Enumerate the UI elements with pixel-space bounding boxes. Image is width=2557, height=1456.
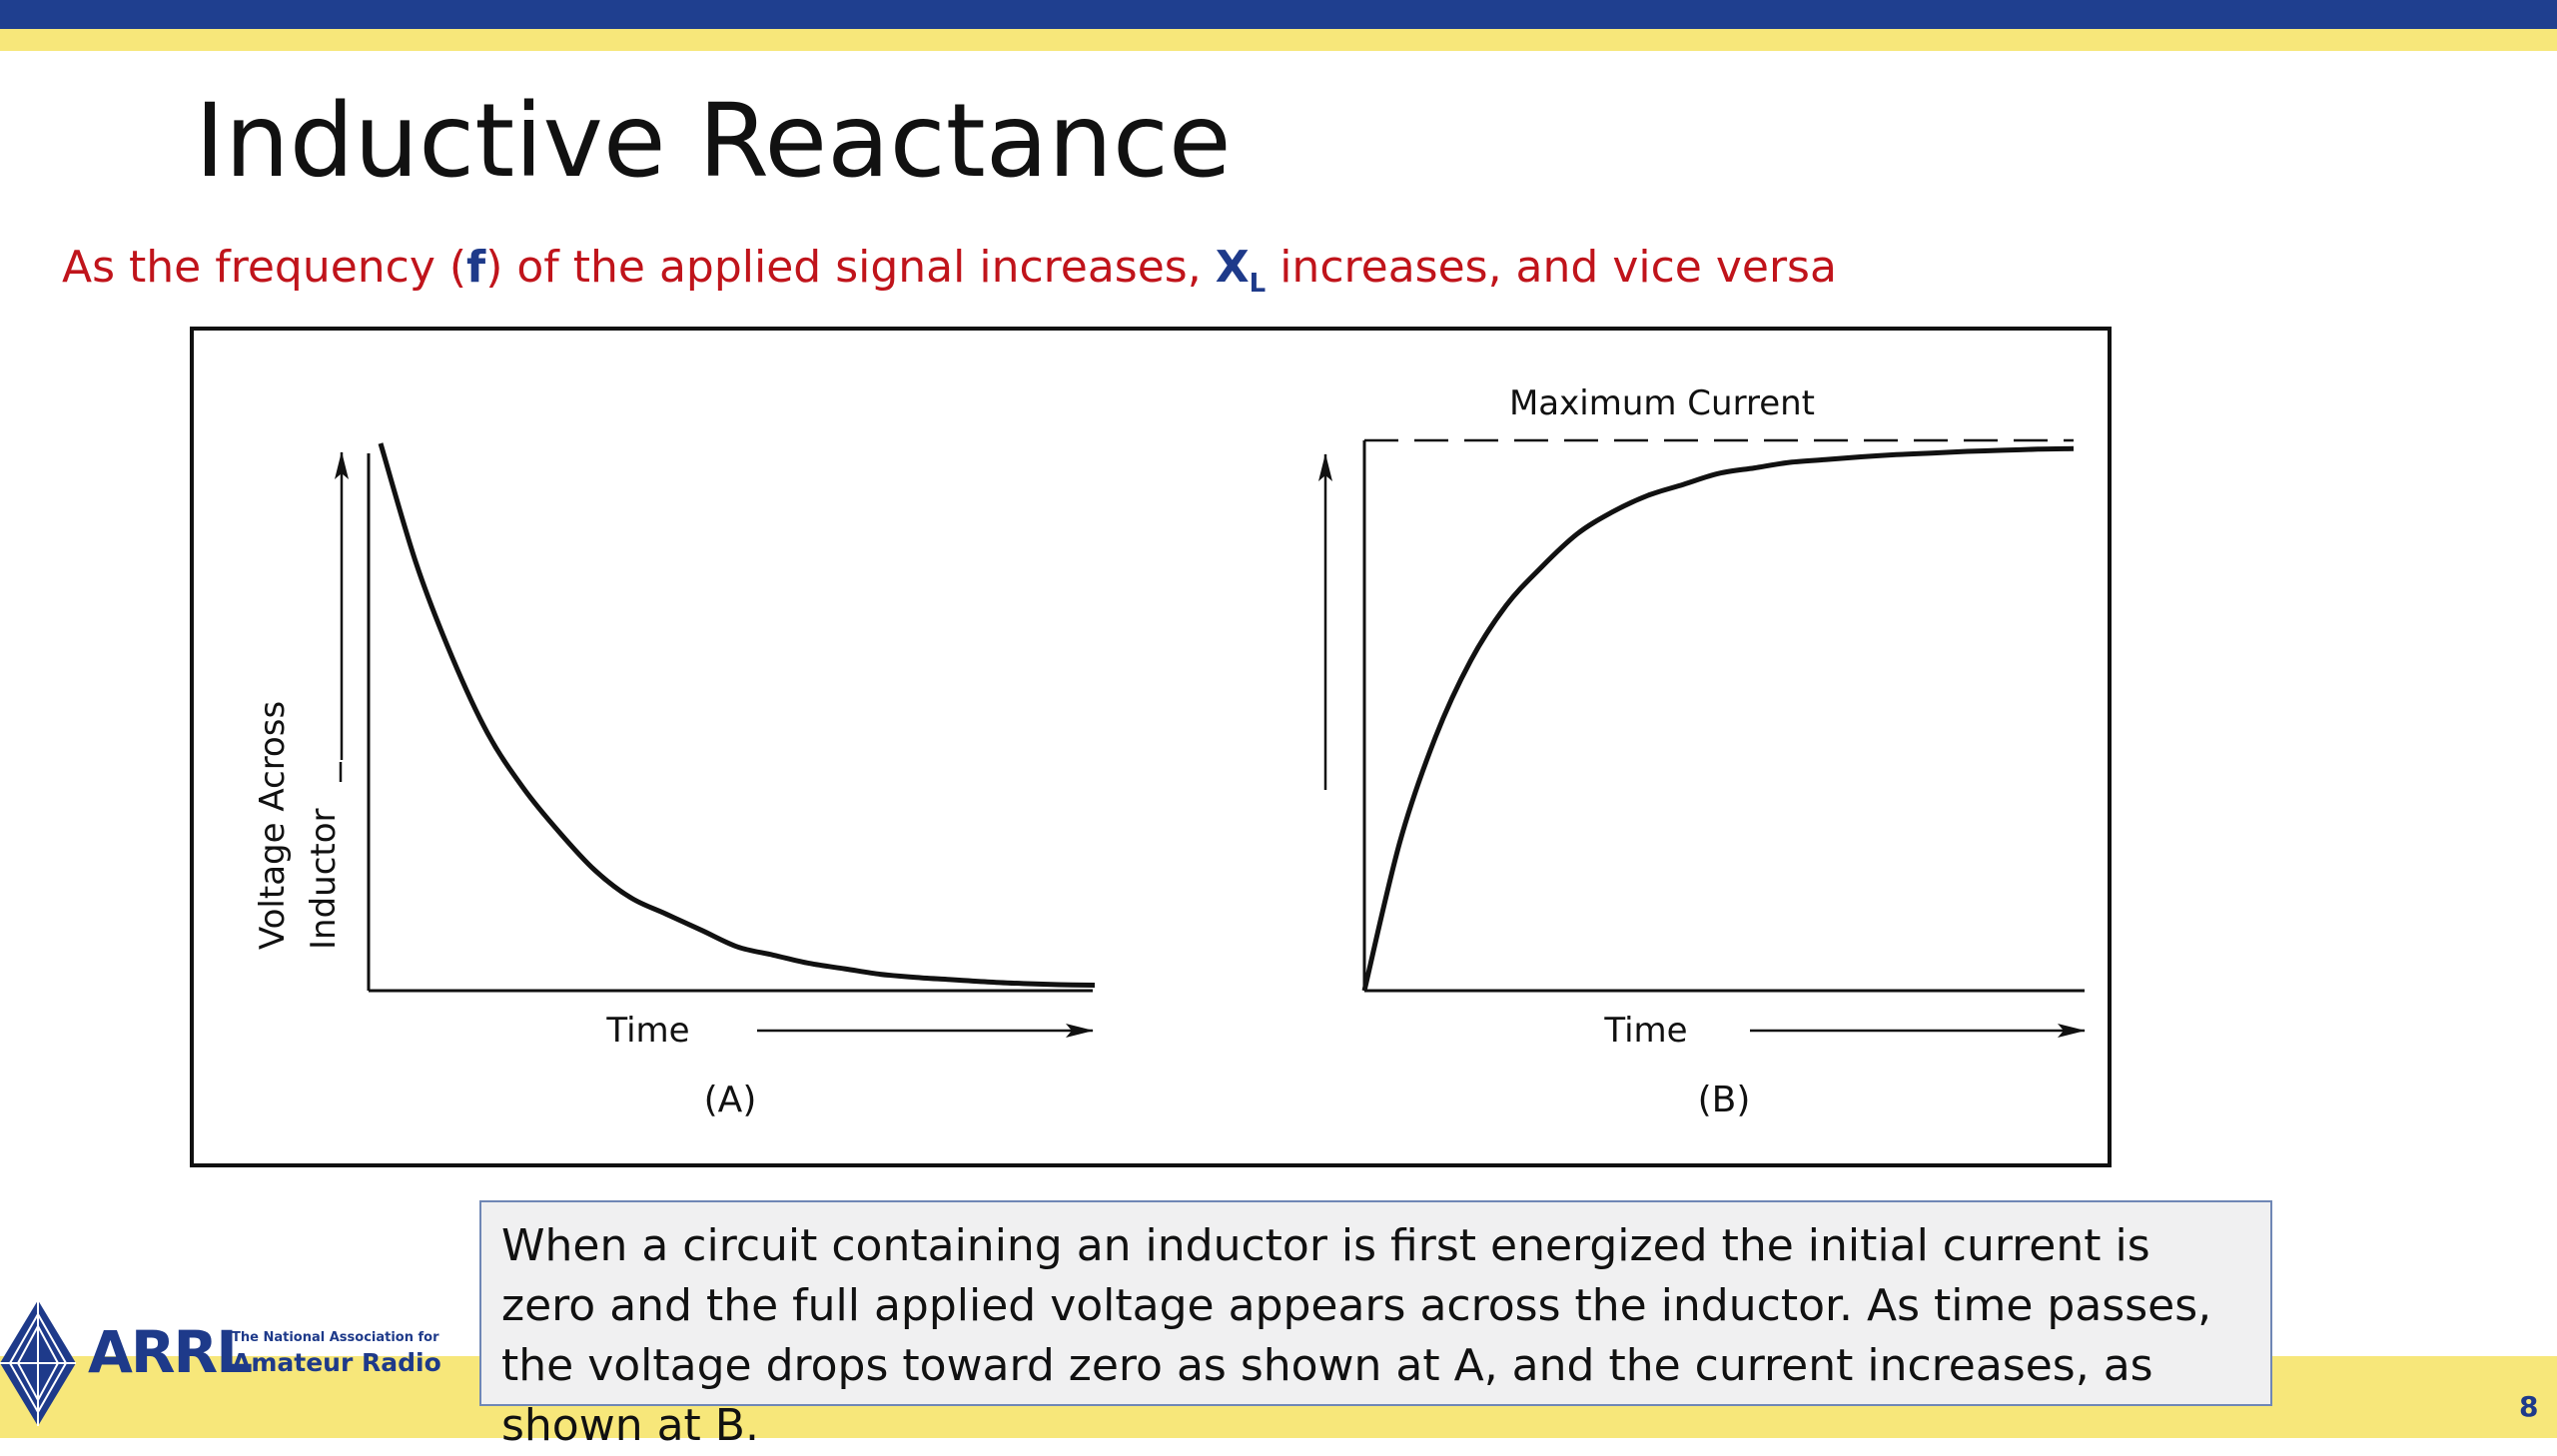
page-title: Inductive Reactance (195, 82, 1232, 201)
logo-tagline-bottom: Amateur Radio (232, 1348, 441, 1377)
chart-b-panel-label: (B) (1698, 1080, 1751, 1120)
subtitle-f-symbol: f (466, 242, 486, 293)
caption-box: When a circuit containing an inductor is… (479, 1200, 2272, 1451)
chart-b-xlabel: Time (1603, 1011, 1687, 1051)
arrl-logo-icon (0, 1300, 76, 1426)
chart-b: Maximum Current Time (B) (1318, 383, 2086, 1120)
slide-subtitle: As the frequency (f) of the applied sign… (62, 242, 1837, 299)
figure-svg: Voltage Across Inductor Time (A) Maximum… (253, 383, 2086, 1120)
top-bar (0, 0, 2557, 29)
subtitle-text-1: As the frequency ( (62, 242, 467, 293)
chart-a-xlabel: Time (605, 1011, 689, 1051)
logo-name: ARRL (88, 1318, 253, 1386)
chart-b-series-line (1361, 445, 2075, 992)
chart-a-ylabel-line2: Inductor (304, 808, 344, 950)
chart-a-series-line (378, 442, 1096, 988)
chart-b-annotation: Maximum Current (1509, 383, 1815, 423)
top-accent-stripe (0, 29, 2557, 51)
subtitle-x-subscript: L (1249, 268, 1267, 299)
chart-a: Voltage Across Inductor Time (A) (253, 442, 1096, 1120)
chart-a-ylabel-line1: Voltage Across (253, 701, 293, 950)
page-number: 8 (2519, 1390, 2539, 1423)
subtitle-text-2: ) of the applied signal increases, (485, 242, 1216, 293)
chart-a-panel-label: (A) (704, 1080, 757, 1120)
logo-tagline-top: The National Association for (232, 1330, 439, 1345)
subtitle-x-symbol: X (1215, 242, 1250, 293)
subtitle-text-3: increases, and vice versa (1266, 242, 1837, 293)
figure-frame: Voltage Across Inductor Time (A) Maximum… (190, 327, 2112, 1167)
